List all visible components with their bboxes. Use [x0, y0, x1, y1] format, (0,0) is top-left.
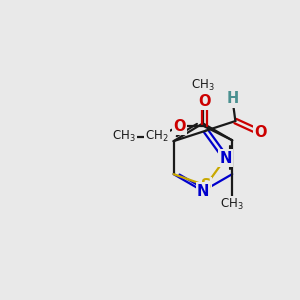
Text: CH$_2$: CH$_2$	[146, 129, 169, 144]
Text: O: O	[198, 94, 211, 109]
Text: H: H	[226, 92, 238, 106]
Text: CH$_3$: CH$_3$	[220, 197, 244, 212]
Text: N: N	[197, 184, 209, 199]
Text: O: O	[254, 125, 267, 140]
Text: CH$_3$: CH$_3$	[112, 129, 136, 144]
Text: N: N	[220, 151, 232, 166]
Text: S: S	[200, 178, 211, 193]
Text: CH$_3$: CH$_3$	[191, 78, 215, 93]
Text: O: O	[173, 119, 186, 134]
